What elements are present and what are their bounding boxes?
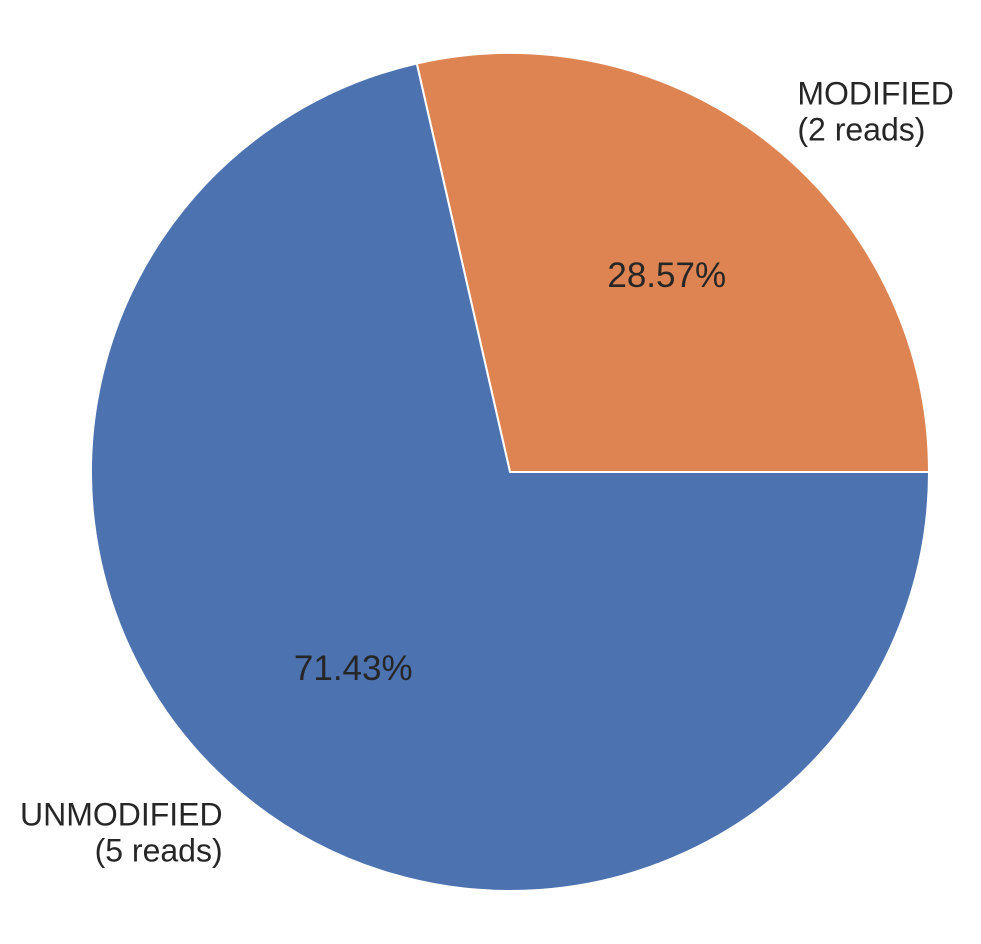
pie-slice-modified [415, 52, 930, 473]
percent-label-unmodified: 71.43% [294, 649, 413, 688]
pie-slices [90, 52, 930, 892]
pie-slice-unmodified [90, 62, 930, 892]
slice-labels: MODIFIED (2 reads) UNMODIFIED (5 reads) [20, 76, 954, 869]
percent-labels: 28.57% 71.43% [294, 256, 726, 688]
slice-label-unmodified: UNMODIFIED (5 reads) [20, 796, 223, 868]
percent-label-modified: 28.57% [607, 256, 726, 295]
slice-label-modified: MODIFIED (2 reads) [797, 76, 953, 148]
